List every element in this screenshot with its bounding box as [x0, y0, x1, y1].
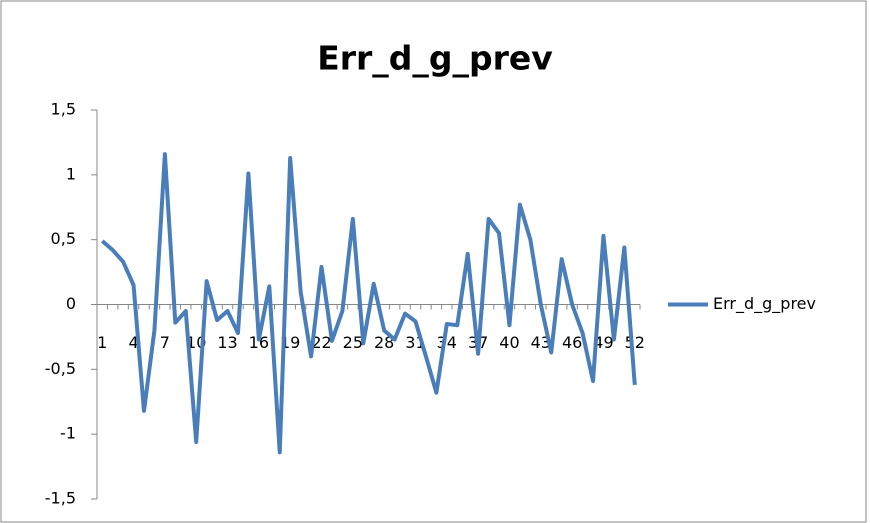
- y-tick-label: -0,5: [45, 359, 76, 378]
- legend-label: Err_d_g_prev: [713, 294, 816, 314]
- y-tick-label: 0,5: [51, 229, 76, 248]
- y-tick-label: -1,5: [45, 489, 76, 508]
- x-tick-label: 13: [217, 333, 237, 352]
- x-tick-label: 7: [160, 333, 170, 352]
- x-tick-label: 46: [562, 333, 582, 352]
- x-tick-label: 4: [128, 333, 138, 352]
- x-tick-label: 52: [625, 333, 645, 352]
- x-tick-label: 28: [374, 333, 394, 352]
- y-tick-label: 1,5: [51, 100, 76, 119]
- x-tick-label: 16: [249, 333, 269, 352]
- x-tick-label: 1: [97, 333, 107, 352]
- y-tick-label: -1: [60, 424, 76, 443]
- y-tick-label: 0: [66, 294, 76, 313]
- x-tick-label: 43: [531, 333, 551, 352]
- x-tick-label: 49: [593, 333, 613, 352]
- chart-title: Err_d_g_prev: [317, 39, 553, 78]
- line-series: [100, 152, 637, 455]
- x-tick-label: 22: [311, 333, 331, 352]
- x-tick-label: 40: [499, 333, 519, 352]
- y-tick-label: 1: [66, 164, 76, 183]
- x-tick-label: 25: [343, 333, 363, 352]
